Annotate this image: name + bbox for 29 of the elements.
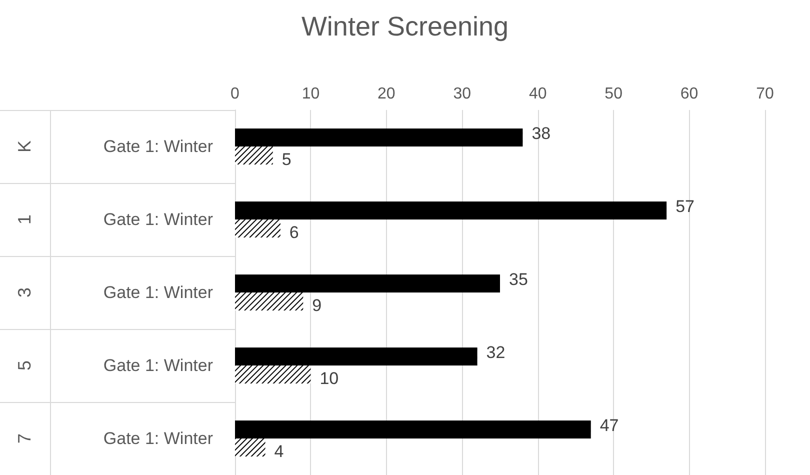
data-label: 47 bbox=[600, 416, 619, 435]
x-tick-label: 20 bbox=[378, 86, 396, 102]
data-label: 9 bbox=[312, 296, 322, 315]
y-tick-label: Gate 1: Winter bbox=[103, 356, 214, 375]
x-tick-label: 70 bbox=[756, 86, 774, 102]
data-label: 6 bbox=[289, 223, 299, 242]
x-tick-label: 30 bbox=[453, 86, 472, 102]
data-label: 35 bbox=[509, 270, 528, 289]
text: 1 bbox=[14, 214, 36, 225]
y-tick-label: Gate 1: Winter bbox=[103, 137, 214, 156]
text: K bbox=[14, 140, 36, 153]
x-tick-label: 40 bbox=[528, 86, 547, 102]
data-label: 32 bbox=[486, 343, 506, 362]
y-tick-label: Gate 1: Winter bbox=[103, 429, 214, 448]
data-label: 4 bbox=[274, 442, 284, 461]
text: 5 bbox=[14, 360, 36, 371]
text: 3 bbox=[14, 287, 36, 298]
data-label: 38 bbox=[532, 124, 551, 143]
y-tick-label: Gate 1: Winter bbox=[103, 210, 214, 229]
data-label: 5 bbox=[282, 150, 292, 169]
x-tick-label: 0 bbox=[230, 86, 240, 102]
x-tick-label: 10 bbox=[302, 86, 320, 102]
text: 7 bbox=[14, 433, 36, 444]
chart-title: Winter Screening bbox=[301, 12, 509, 42]
x-tick-label: 60 bbox=[680, 86, 698, 102]
data-label: 57 bbox=[676, 197, 694, 216]
y-tick-label: Gate 1: Winter bbox=[103, 283, 214, 302]
x-tick-label: 50 bbox=[604, 86, 623, 102]
data-label: 10 bbox=[320, 369, 339, 388]
